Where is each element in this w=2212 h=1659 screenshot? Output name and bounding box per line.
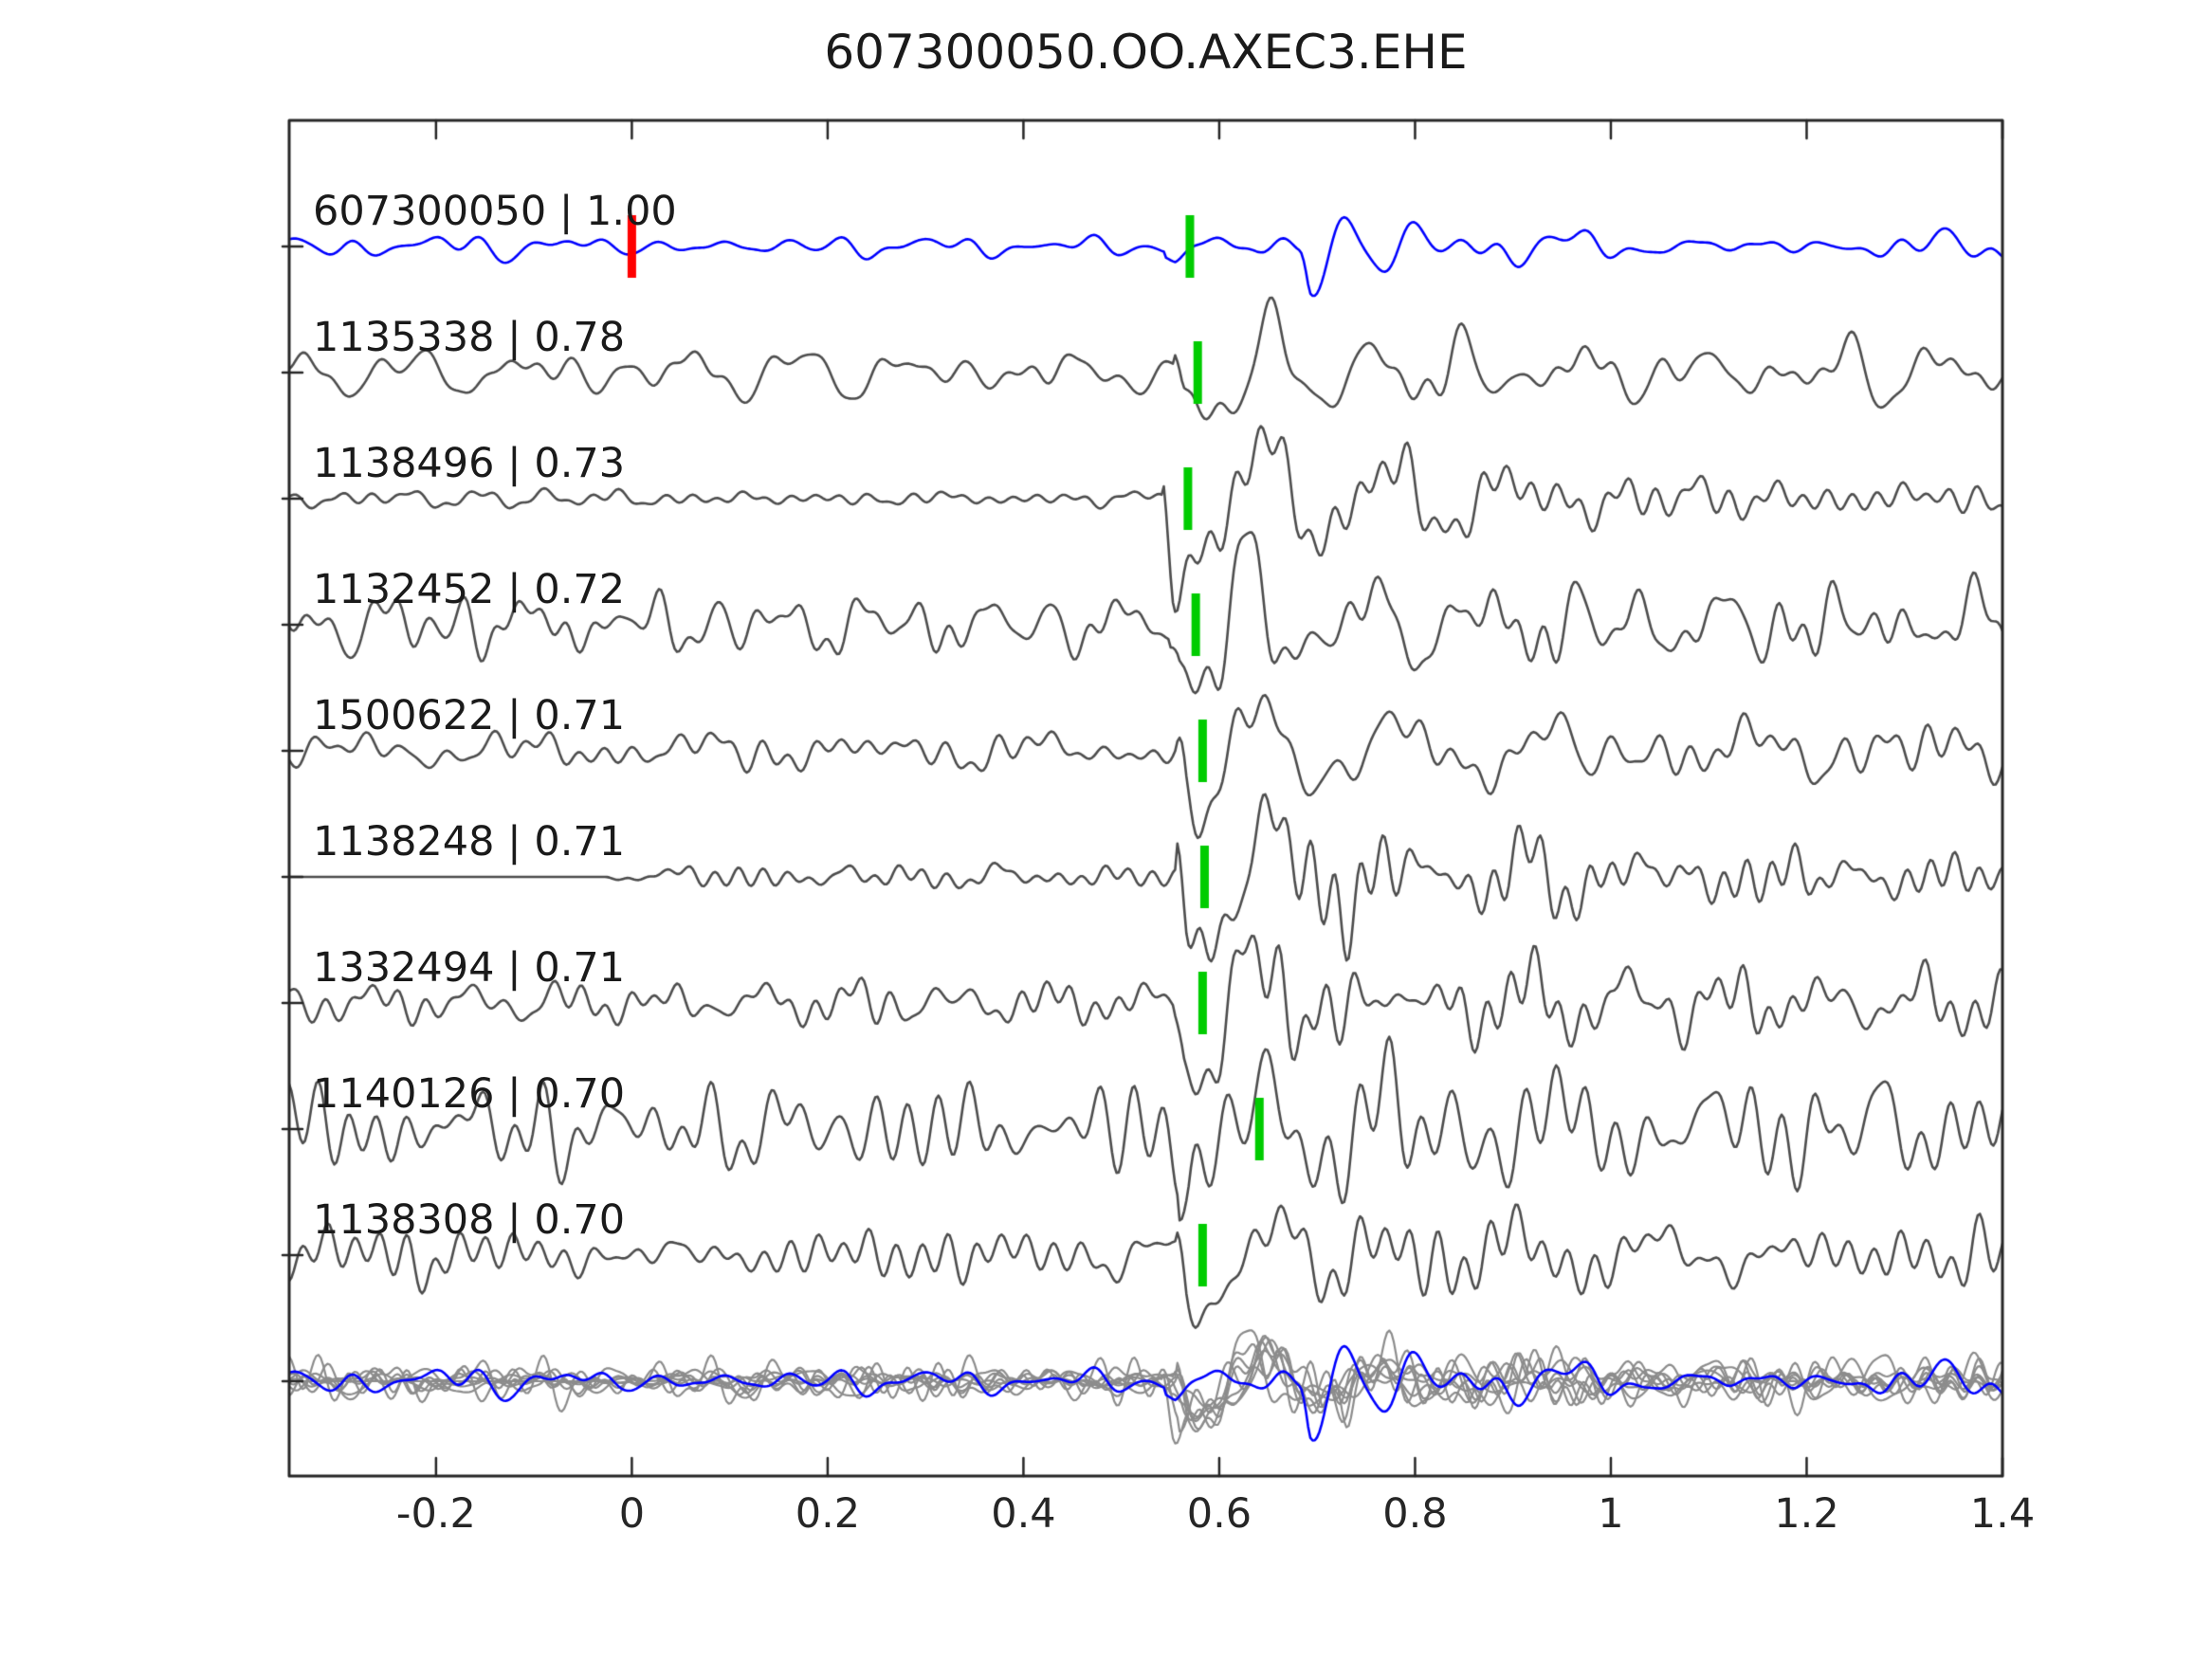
trace-label: 1138308 | 0.70	[313, 1196, 626, 1244]
trace-label: 1140126 | 0.70	[313, 1070, 626, 1118]
x-tick-label: 1.4	[1969, 1490, 2036, 1538]
x-tick-label: 0.4	[991, 1490, 1056, 1538]
trace-label: 1138496 | 0.73	[313, 440, 626, 487]
x-tick-label: 0	[618, 1490, 646, 1538]
chart-title: 607300050.OO.AXEC3.EHE	[824, 25, 1468, 80]
x-tick-label: 0.6	[1186, 1490, 1252, 1538]
trace-label: 1132452 | 0.72	[313, 566, 626, 613]
trace-label: 1500622 | 0.71	[313, 692, 626, 739]
x-tick-label: 1.2	[1774, 1490, 1839, 1538]
x-tick-label: 0.8	[1382, 1490, 1448, 1538]
trace-label: 1332494 | 0.71	[313, 944, 626, 992]
x-tick-label: 1	[1598, 1490, 1624, 1538]
x-tick-label: -0.2	[395, 1490, 476, 1538]
trace-label: 607300050 | 1.00	[313, 188, 677, 235]
x-tick-label: 0.2	[795, 1490, 861, 1538]
trace-label: 1138248 | 0.71	[313, 818, 626, 866]
trace-label: 1135338 | 0.78	[313, 314, 626, 361]
